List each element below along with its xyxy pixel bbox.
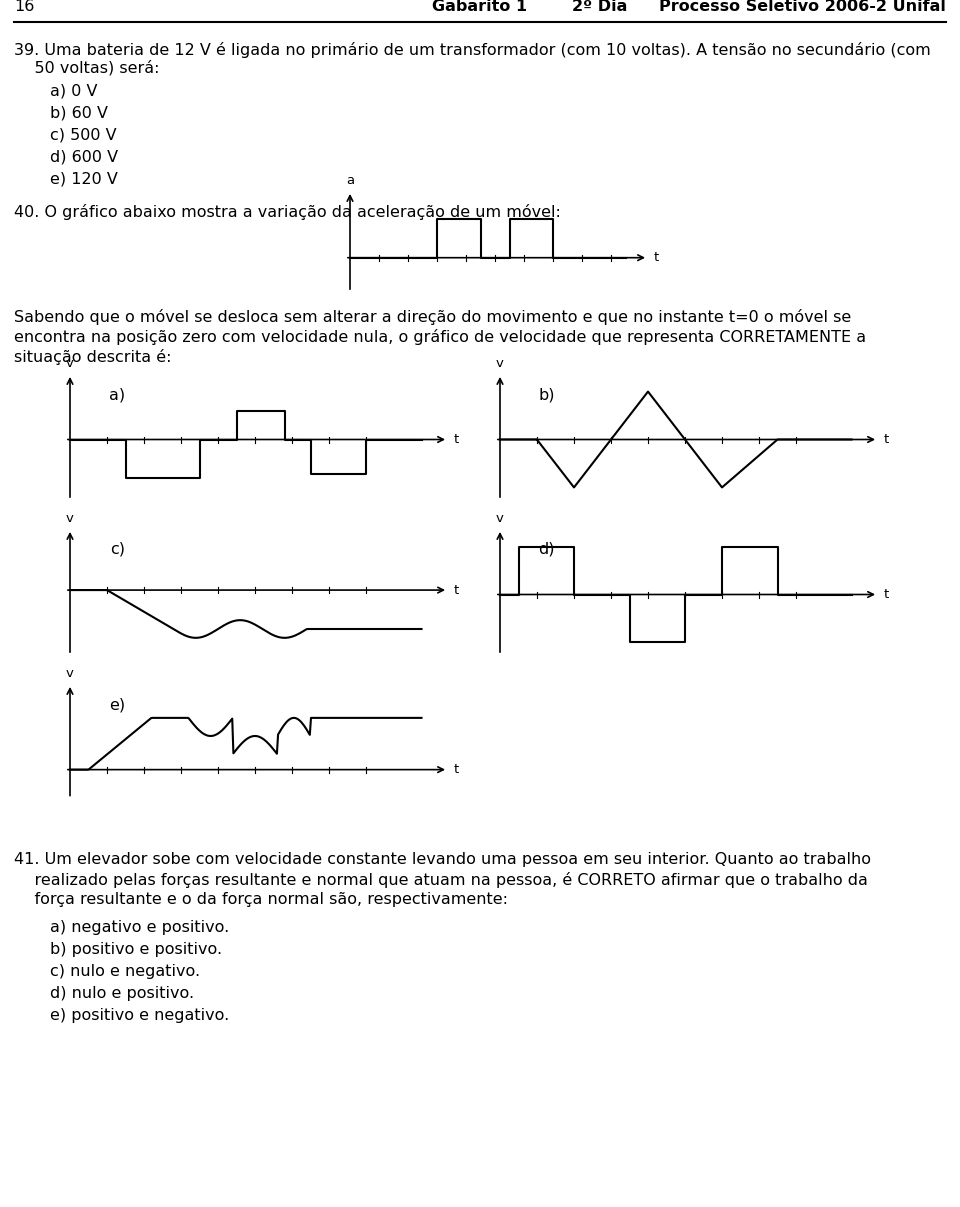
Text: v: v bbox=[496, 512, 504, 525]
Text: c) 500 V: c) 500 V bbox=[50, 128, 116, 142]
Text: 39. Uma bateria de 12 V é ligada no primário de um transformador (com 10 voltas): 39. Uma bateria de 12 V é ligada no prim… bbox=[14, 42, 931, 58]
Text: a: a bbox=[346, 174, 354, 187]
Text: Processo Seletivo 2006-2 Unifal: Processo Seletivo 2006-2 Unifal bbox=[660, 0, 946, 14]
Text: a) 0 V: a) 0 V bbox=[50, 84, 98, 99]
Text: t: t bbox=[454, 583, 459, 596]
Text: e) positivo e negativo.: e) positivo e negativo. bbox=[50, 1008, 229, 1024]
Text: d) nulo e positivo.: d) nulo e positivo. bbox=[50, 986, 194, 1001]
Text: c) nulo e negativo.: c) nulo e negativo. bbox=[50, 964, 200, 979]
Text: t: t bbox=[884, 588, 889, 601]
Text: força resultante e o da força normal são, respectivamente:: força resultante e o da força normal são… bbox=[14, 892, 508, 906]
Text: b) 60 V: b) 60 V bbox=[50, 106, 108, 121]
Text: a): a) bbox=[108, 387, 125, 402]
Text: e) 120 V: e) 120 V bbox=[50, 173, 118, 187]
Text: 2º Dia: 2º Dia bbox=[572, 0, 628, 14]
Text: v: v bbox=[66, 512, 74, 525]
Text: v: v bbox=[496, 357, 504, 371]
Text: Sabendo que o móvel se desloca sem alterar a direção do movimento e que no insta: Sabendo que o móvel se desloca sem alter… bbox=[14, 309, 852, 325]
Text: 50 voltas) será:: 50 voltas) será: bbox=[14, 60, 159, 76]
Text: v: v bbox=[66, 357, 74, 371]
Text: encontra na posição zero com velocidade nula, o gráfico de velocidade que repres: encontra na posição zero com velocidade … bbox=[14, 330, 866, 345]
Text: b): b) bbox=[539, 387, 555, 402]
Text: v: v bbox=[66, 667, 74, 680]
Text: t: t bbox=[454, 763, 459, 776]
Text: d): d) bbox=[539, 542, 555, 556]
Text: situação descrita é:: situação descrita é: bbox=[14, 349, 172, 365]
Text: e): e) bbox=[108, 696, 125, 712]
Text: Gabarito 1: Gabarito 1 bbox=[432, 0, 528, 14]
Text: 16: 16 bbox=[14, 0, 35, 14]
Text: a) negativo e positivo.: a) negativo e positivo. bbox=[50, 920, 229, 935]
Text: d) 600 V: d) 600 V bbox=[50, 150, 118, 165]
Text: t: t bbox=[654, 251, 660, 264]
Text: 41. Um elevador sobe com velocidade constante levando uma pessoa em seu interior: 41. Um elevador sobe com velocidade cons… bbox=[14, 852, 871, 867]
Text: t: t bbox=[454, 433, 459, 447]
Text: b) positivo e positivo.: b) positivo e positivo. bbox=[50, 941, 222, 957]
Text: 40. O gráfico abaixo mostra a variação da aceleração de um móvel:: 40. O gráfico abaixo mostra a variação d… bbox=[14, 204, 561, 220]
Text: t: t bbox=[884, 433, 889, 447]
Text: realizado pelas forças resultante e normal que atuam na pessoa, é CORRETO afirma: realizado pelas forças resultante e norm… bbox=[14, 871, 868, 888]
Text: c): c) bbox=[110, 542, 125, 556]
